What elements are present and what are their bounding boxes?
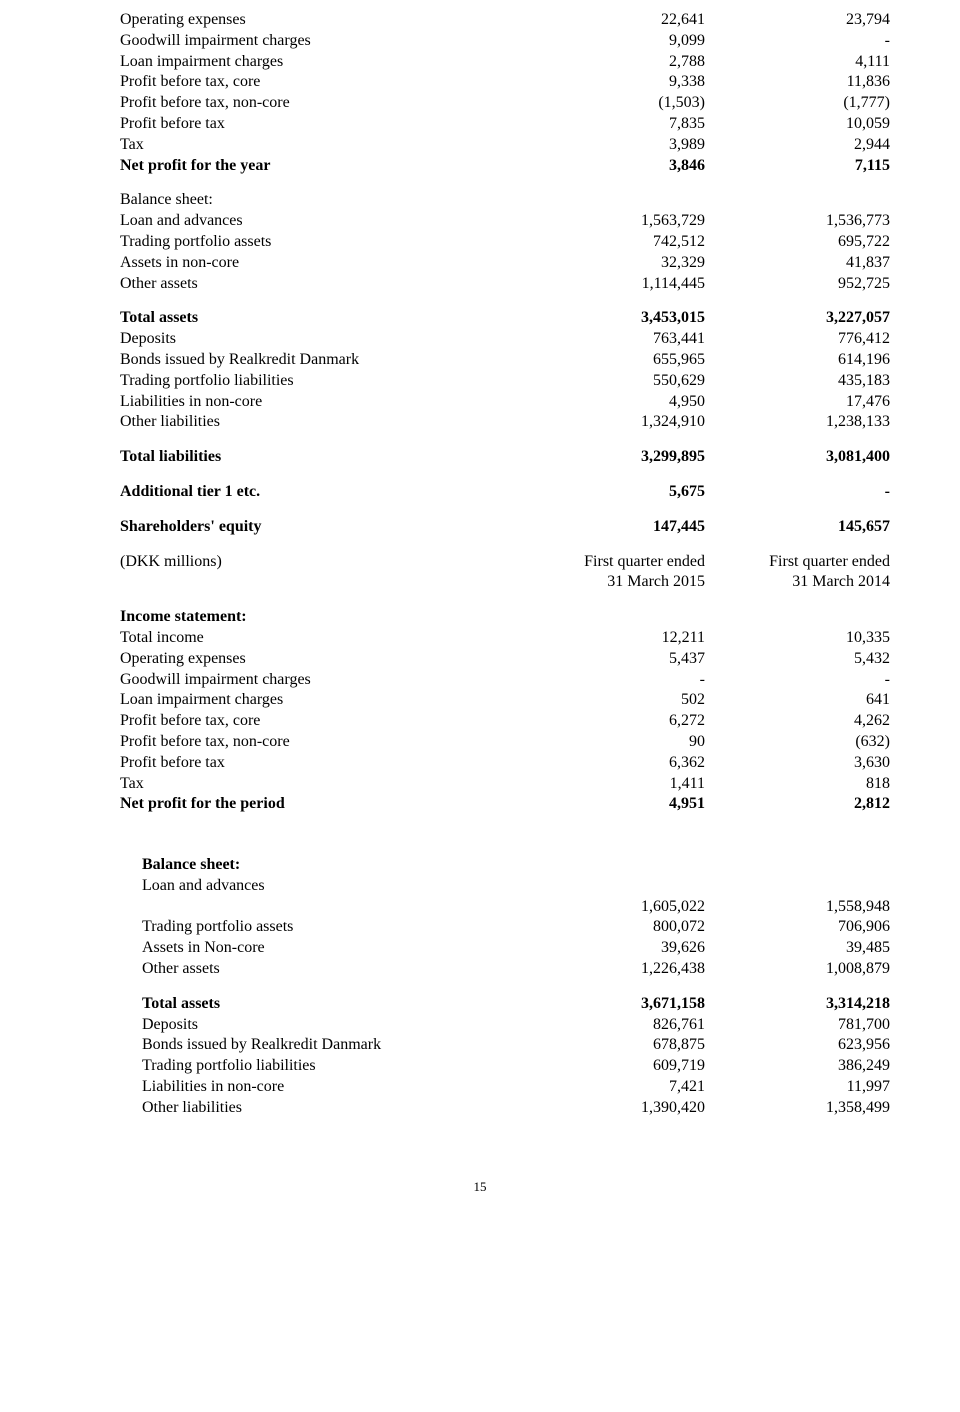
table-row: Loan impairment charges502641 xyxy=(120,690,890,711)
loan-advances-label: Loan and advances xyxy=(142,876,890,897)
total-assets-row-2: Total assets 3,671,158 3,314,218 xyxy=(142,994,890,1015)
table-row: Assets in Non-core39,62639,485 xyxy=(142,938,890,959)
table-row: Operating expenses5,4375,432 xyxy=(120,649,890,670)
table-row: Profit before tax, non-core(1,503)(1,777… xyxy=(120,93,890,114)
table-row: Net profit for the year3,8467,115 xyxy=(120,156,890,177)
table-row: Bonds issued by Realkredit Danmark678,87… xyxy=(142,1035,890,1056)
table-row: Total income12,21110,335 xyxy=(120,628,890,649)
table-row: Trading portfolio liabilities609,719386,… xyxy=(142,1056,890,1077)
table-row: Deposits826,761781,700 xyxy=(142,1015,890,1036)
shareholders-equity-row: Shareholders' equity 147,445 145,657 xyxy=(120,517,890,538)
table-row: Operating expenses22,64123,794 xyxy=(120,10,890,31)
table-row: Liabilities in non-core4,95017,476 xyxy=(120,392,890,413)
table-row: Other assets1,226,4381,008,879 xyxy=(142,959,890,980)
period-header-row: (DKK millions) First quarter ended First… xyxy=(120,552,890,573)
tier1-row: Additional tier 1 etc. 5,675 - xyxy=(120,482,890,503)
table-row: Goodwill impairment charges-- xyxy=(120,670,890,691)
table-row: Other liabilities1,324,9101,238,133 xyxy=(120,412,890,433)
balance-sheet-heading-2: Balance sheet: xyxy=(142,855,890,876)
total-liabilities-row: Total liabilities 3,299,895 3,081,400 xyxy=(120,447,890,468)
period-header-row-2: 31 March 2015 31 March 2014 xyxy=(120,572,890,593)
table-row: Trading portfolio assets800,072706,906 xyxy=(142,917,890,938)
balance-sheet-heading: Balance sheet: xyxy=(120,190,890,211)
table-row: Trading portfolio liabilities550,629435,… xyxy=(120,371,890,392)
table-row: Loan and advances1,563,7291,536,773 xyxy=(120,211,890,232)
total-assets-row: Total assets 3,453,015 3,227,057 xyxy=(120,308,890,329)
table-row: Profit before tax7,83510,059 xyxy=(120,114,890,135)
table-row: Goodwill impairment charges9,099- xyxy=(120,31,890,52)
table-row: Profit before tax6,3623,630 xyxy=(120,753,890,774)
table-row: Net profit for the period4,9512,812 xyxy=(120,794,890,815)
table-row: Profit before tax, non-core90(632) xyxy=(120,732,890,753)
table-row: Profit before tax, core6,2724,262 xyxy=(120,711,890,732)
table-row: Other liabilities1,390,4201,358,499 xyxy=(142,1098,890,1119)
page-number: 15 xyxy=(0,1179,960,1195)
income-statement-heading: Income statement: xyxy=(120,607,890,628)
table-row: Assets in non-core32,32941,837 xyxy=(120,253,890,274)
table-row: Tax1,411818 xyxy=(120,774,890,795)
table-row: Profit before tax, core9,33811,836 xyxy=(120,72,890,93)
table-row: Liabilities in non-core7,42111,997 xyxy=(142,1077,890,1098)
table-row: Deposits763,441776,412 xyxy=(120,329,890,350)
table-row: Tax3,9892,944 xyxy=(120,135,890,156)
table-row: Other assets1,114,445952,725 xyxy=(120,274,890,295)
financial-table-section-1: Operating expenses22,64123,794Goodwill i… xyxy=(0,0,960,845)
table-row: Trading portfolio assets742,512695,722 xyxy=(120,232,890,253)
table-row: 1,605,0221,558,948 xyxy=(142,897,890,918)
financial-table-section-2: Balance sheet: Loan and advances 1,605,0… xyxy=(0,845,960,1149)
table-row: Loan impairment charges2,7884,111 xyxy=(120,52,890,73)
table-row: Bonds issued by Realkredit Danmark655,96… xyxy=(120,350,890,371)
